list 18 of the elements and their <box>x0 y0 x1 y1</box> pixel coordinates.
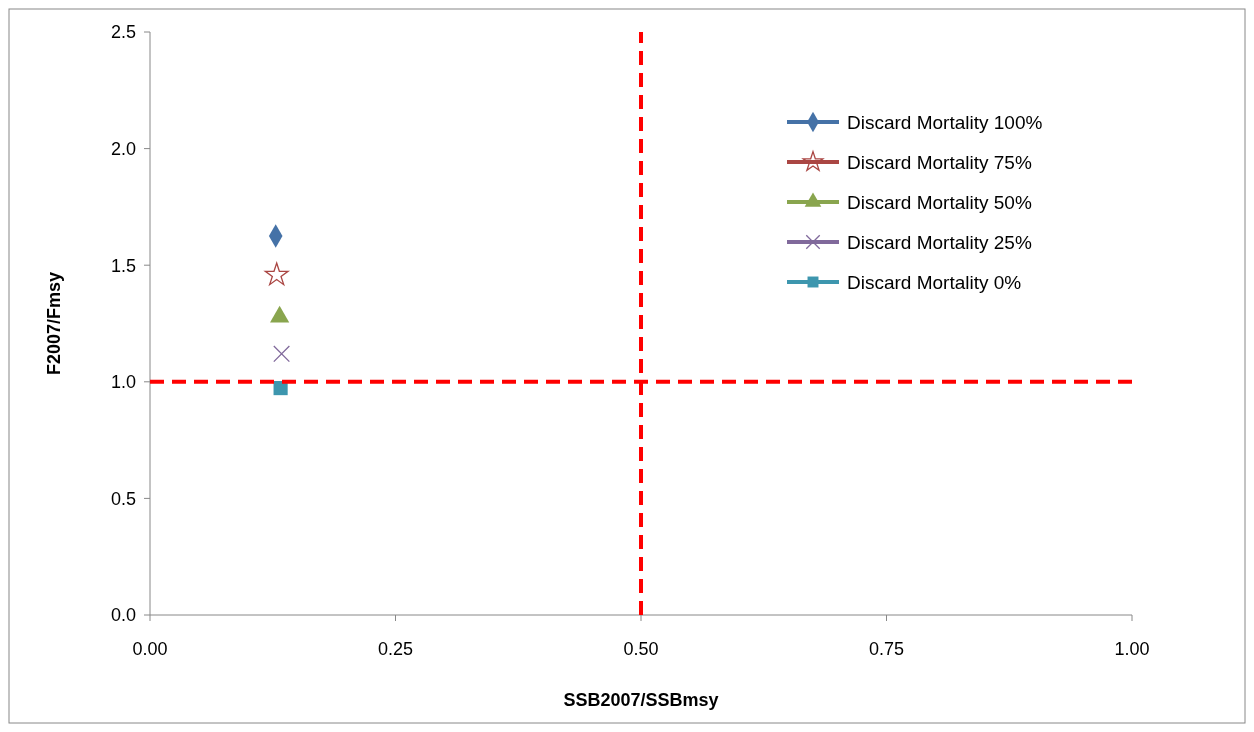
y-axis-title: F2007/Fmsy <box>44 271 64 376</box>
y-tick-label: 1.5 <box>110 255 136 276</box>
x-axis-title: SSB2007/SSBmsy <box>563 690 719 710</box>
legend-label: Discard Mortality 25% <box>847 231 1032 253</box>
legend-label: Discard Mortality 0% <box>847 271 1022 293</box>
y-tick-label: 2.0 <box>110 138 136 159</box>
x-tick-label: 0.50 <box>623 639 659 659</box>
legend-label: Discard Mortality 100% <box>847 111 1043 133</box>
y-tick-label: 1.0 <box>110 372 136 393</box>
x-tick-label: 1.00 <box>1114 639 1150 659</box>
x-tick-label: 0.25 <box>377 639 414 659</box>
legend-label: Discard Mortality 50% <box>847 191 1032 213</box>
y-tick-label: 0.5 <box>110 488 136 509</box>
y-tick-label: 2.5 <box>110 22 136 43</box>
x-tick-label: 0.75 <box>868 639 905 659</box>
legend-label: Discard Mortality 75% <box>847 151 1032 173</box>
y-tick-label: 0.0 <box>110 605 136 626</box>
x-tick-label: 0.00 <box>132 639 168 659</box>
